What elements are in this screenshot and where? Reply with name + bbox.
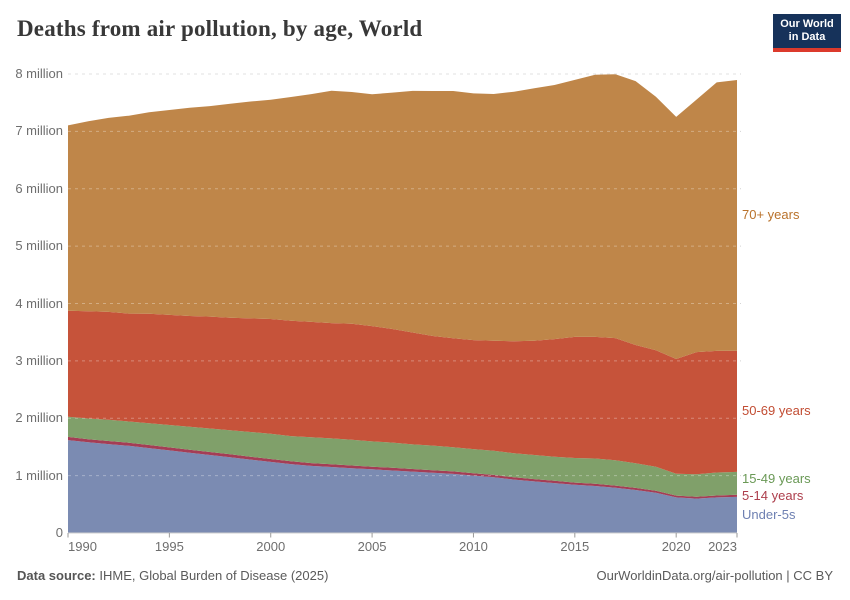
y-axis-label: 4 million [15,295,63,311]
owid-logo[interactable]: Our World in Data [773,14,841,52]
x-axis-label: 2020 [661,539,691,554]
y-axis-label: 8 million [15,66,63,81]
series-label-under-5s[interactable]: Under-5s [742,506,796,522]
data-source-note: Data source: IHME, Global Burden of Dise… [17,568,328,583]
x-axis-label: 1990 [68,539,97,554]
data-source-label: Data source: [17,568,96,583]
y-axis-label: 3 million [15,352,63,368]
owid-logo-box: Our World in Data [773,14,841,48]
x-axis-label: 2005 [357,539,387,554]
attribution-note: OurWorldinData.org/air-pollution | CC BY [596,568,833,583]
area-70-years[interactable] [68,74,737,359]
series-label-15-49-years[interactable]: 15-49 years [742,470,811,486]
series-label-5-14-years[interactable]: 5-14 years [742,487,804,503]
chart-title: Deaths from air pollution, by age, World [17,16,423,41]
x-axis-label: 2000 [256,539,286,554]
x-axis-label: 2015 [560,539,590,554]
owid-logo-line1: Our World [780,18,834,30]
area-50-69-years[interactable] [68,310,737,475]
y-axis-label: 5 million [15,238,63,254]
area-under-5s[interactable] [68,440,737,533]
y-axis-label: 1 million [15,467,63,483]
area-15-49-years[interactable] [68,416,737,497]
x-axis-label: 1995 [154,539,184,554]
owid-logo-red-bar [773,48,841,52]
owid-logo-line2: in Data [788,31,826,43]
series-label-50-69-years[interactable]: 50-69 years [742,403,811,419]
x-axis-label: 2023 [708,539,737,554]
y-axis-label: 0 [55,525,63,540]
data-source-text: IHME, Global Burden of Disease (2025) [95,568,329,583]
y-axis-label: 2 million [15,410,63,426]
x-axis-label: 2010 [458,539,488,554]
series-label-70-years[interactable]: 70+ years [742,207,800,223]
y-axis-label: 6 million [15,180,63,196]
area-5-14-years[interactable] [68,436,737,499]
y-axis-label: 7 million [15,123,63,139]
